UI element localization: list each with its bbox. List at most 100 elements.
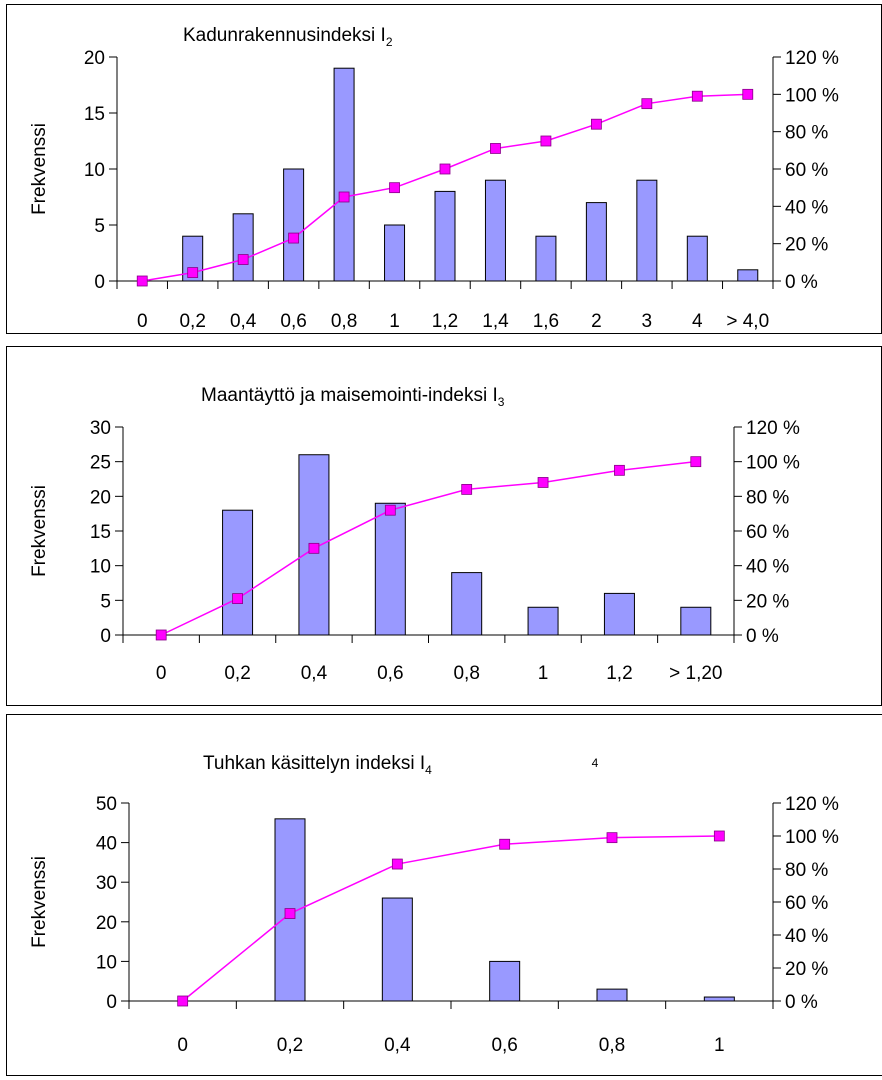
y-axis-label: Frekvenssi [29,123,50,215]
y2-tick-label: 0 % [785,272,818,293]
cumulative-point-11 [691,90,703,102]
y2-tick-label: 120 % [746,418,800,439]
cumulative-point-5 [713,830,725,842]
x-tick-label: 1,4 [482,311,509,332]
cumulative-point-5 [537,477,549,488]
chart-title-text: Tuhkan käsittelyn indeksi I [203,753,425,774]
cumulative-point-2 [391,858,403,870]
chart-kadunrakennus: Kadunrakennusindeksi I2Frekvenssi0510152… [29,25,839,332]
y2-tick-label: 20 % [746,591,789,612]
y-tick-label: 40 [96,834,117,855]
bar-9 [585,202,607,282]
y-tick-label: 10 [90,557,111,578]
y-tick-label: 50 [96,794,117,815]
x-tick-label: 0,6 [491,1035,517,1056]
chart-panel-kadunrakennus: Kadunrakennusindeksi I2 Frekvenssi 0 5 10 15 2… [6,4,882,334]
y2-tick-label: 80 % [785,860,828,881]
x-tick-label: 4 [692,311,703,332]
y2-tick-label: 80 % [785,123,828,144]
bar-5 [527,606,559,636]
chart-title: Tuhkan käsittelyn indeksi I4 [203,753,432,777]
y-tick-label: 0 [100,626,111,647]
bar-7 [484,179,506,282]
y-tick-label: 0 [94,272,105,293]
cumulative-point-0 [177,995,189,1007]
cumulative-line [182,835,720,1002]
cumulative-point-7 [490,143,501,154]
y-tick-label: 0 [106,992,117,1013]
cumulative-point-6 [614,464,625,476]
cumulative-point-5 [389,182,400,194]
y-tick-label: 5 [94,216,105,237]
y2-tick-label: 120 % [785,48,839,69]
cumulative-point-0 [155,629,167,641]
x-tick-label: 0,6 [280,311,306,332]
cumulative-point-10 [641,98,653,110]
bar-6 [603,592,635,636]
y-tick-label: 15 [84,104,105,125]
y2-tick-label: 40 % [785,926,828,947]
bar-3 [489,960,521,1002]
y2-tick-label: 40 % [746,557,789,578]
cumulative-point-9 [590,118,602,130]
chart-panel-maantaytto: Maantäyttö ja maisemointi-indeksi I3 Frek… [6,346,882,706]
y-tick-label: 15 [90,522,111,543]
cumulative-point-1 [284,908,296,919]
bar-5 [703,996,735,1002]
x-tick-label: > 4,0 [726,311,769,332]
bar-2 [232,213,254,282]
cumulative-point-4 [461,483,473,495]
chart-title-subscript: 2 [386,35,393,49]
y2-tick-label: 20 % [785,235,828,256]
y-tick-label: 20 [96,913,117,934]
chart-panel-tuhka: Tuhkan käsittelyn indeksi I4 4 Frekvenssi 0… [6,714,882,1076]
chart-title-text: Kadunrakennusindeksi I [183,25,386,46]
x-tick-label: 2 [591,311,602,332]
chart-title-text: Maantäyttö ja maisemointi-indeksi I [201,385,498,406]
x-tick-label: 1 [714,1035,725,1056]
x-tick-label: 0,8 [599,1035,625,1056]
x-tick-label: 0,2 [224,663,250,684]
y2-tick-label: 60 % [785,160,828,181]
y-axis-label: Frekvenssi [29,856,50,948]
x-tick-label: 1 [538,663,549,684]
cumulative-point-1 [187,267,199,279]
cumulative-point-2 [308,542,320,554]
x-tick-label: 1 [389,311,400,332]
bar-1 [222,509,254,636]
x-tick-label: 3 [642,311,653,332]
cumulative-point-4 [606,832,618,844]
x-tick-label: 1,2 [606,663,632,684]
y2-tick-label: 100 % [785,827,839,848]
bar-7 [680,606,712,636]
y-tick-label: 30 [96,873,117,894]
y2-tick-label: 40 % [785,197,828,218]
chart-title-subscript: 4 [425,763,432,777]
cumulative-point-1 [232,593,243,605]
x-tick-label: 0,4 [230,311,257,332]
chart-tuhka: Tuhkan käsittelyn indeksi I4 4 Frekvenssi 0… [29,753,839,1056]
x-tick-label: 0,2 [277,1035,303,1056]
x-tick-label: 0 [156,663,167,684]
y-tick-label: 5 [100,591,111,612]
cumulative-point-2 [237,254,249,265]
y2-tick-label: 0 % [746,626,779,647]
cumulative-point-7 [690,456,702,468]
bar-12 [737,269,759,282]
y-tick-label: 10 [84,160,105,181]
cumulative-point-3 [499,838,511,850]
chart-title: Maantäyttö ja maisemointi-indeksi I3 [201,385,505,409]
y2-tick-label: 60 % [785,893,828,914]
x-tick-label: > 1,20 [669,663,722,684]
x-tick-label: 0,6 [377,663,403,684]
cumulative-point-12 [742,88,754,100]
bar-3 [374,502,406,636]
x-tick-label: 1,6 [533,311,559,332]
bar-4 [596,988,628,1002]
x-tick-label: 0,4 [301,663,328,684]
y2-tick-label: 80 % [746,487,789,508]
cumulative-point-4 [338,191,350,203]
bar-5 [384,224,406,282]
bar-6 [434,190,456,282]
cumulative-line [160,460,696,636]
